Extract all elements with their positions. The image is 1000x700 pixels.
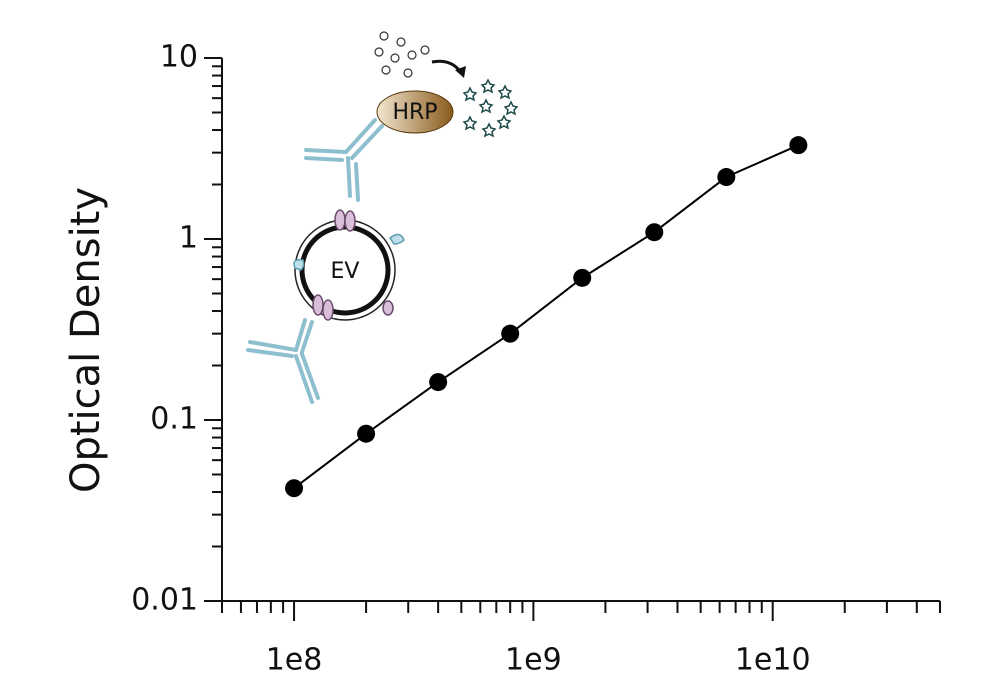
y-tick-label: 0.1 bbox=[150, 402, 198, 437]
annotation: EV bbox=[331, 259, 360, 284]
data-point bbox=[573, 268, 592, 287]
series-line bbox=[293, 144, 799, 489]
annotation: HRP bbox=[392, 100, 437, 125]
y-tick-label: 0.01 bbox=[131, 583, 198, 618]
x-tick-label: 1e10 bbox=[735, 643, 811, 678]
illustration bbox=[246, 31, 519, 404]
data-point bbox=[501, 324, 520, 343]
x-tick-label: 1e8 bbox=[266, 643, 323, 678]
data-point bbox=[357, 424, 376, 443]
x-tick-label: 1e9 bbox=[505, 643, 562, 678]
data-point bbox=[789, 136, 808, 155]
y-axis-title: Optical Density bbox=[63, 187, 109, 493]
data-point bbox=[429, 373, 448, 392]
y-tick-label: 10 bbox=[160, 40, 198, 75]
data-point bbox=[285, 479, 304, 498]
data-point bbox=[645, 223, 664, 242]
y-tick-label: 1 bbox=[179, 221, 198, 256]
data-point bbox=[717, 168, 736, 187]
